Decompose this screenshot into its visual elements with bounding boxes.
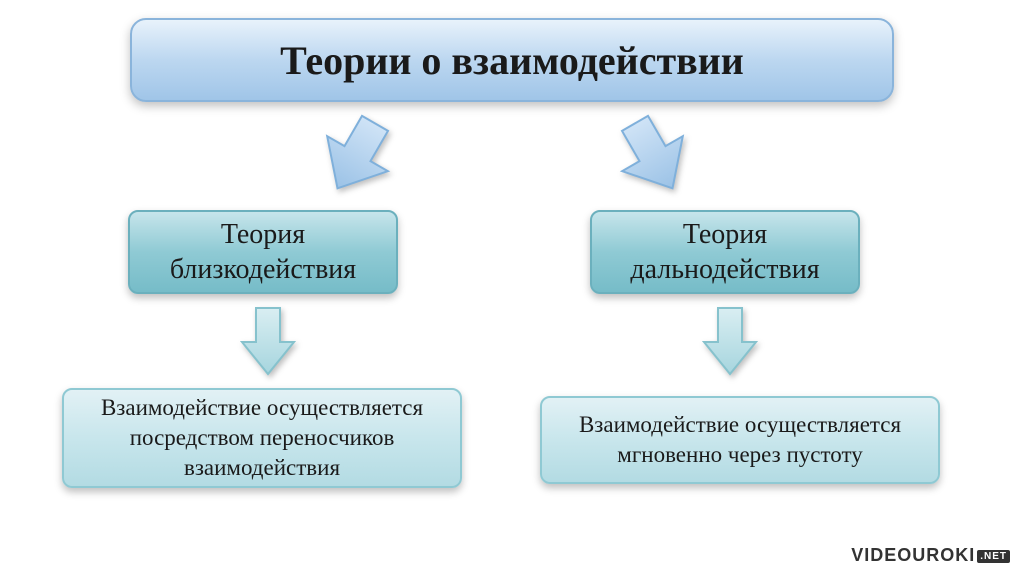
desc-box-left: Взаимодействие осуществляется посредство… (62, 388, 462, 488)
watermark-suffix: .NET (977, 550, 1010, 563)
theory-left-text: Теория близкодействия (130, 217, 396, 287)
arrow-diag-right-icon (600, 108, 710, 208)
desc-left-text: Взаимодействие осуществляется посредство… (78, 393, 446, 483)
title-box: Теории о взаимодействии (130, 18, 894, 102)
title-text: Теории о взаимодействии (280, 37, 744, 84)
watermark-text: VIDEOUROKI (851, 545, 975, 565)
theory-right-text: Теория дальнодействия (592, 217, 858, 287)
theory-box-right: Теория дальнодействия (590, 210, 860, 294)
theory-box-left: Теория близкодействия (128, 210, 398, 294)
arrow-down-left-icon (238, 302, 298, 380)
watermark: VIDEOUROKI.NET (851, 545, 1010, 566)
desc-box-right: Взаимодействие осуществляется мгновенно … (540, 396, 940, 484)
arrow-down-right-icon (700, 302, 760, 380)
desc-right-text: Взаимодействие осуществляется мгновенно … (556, 410, 924, 470)
arrow-diag-left-icon (300, 108, 410, 208)
